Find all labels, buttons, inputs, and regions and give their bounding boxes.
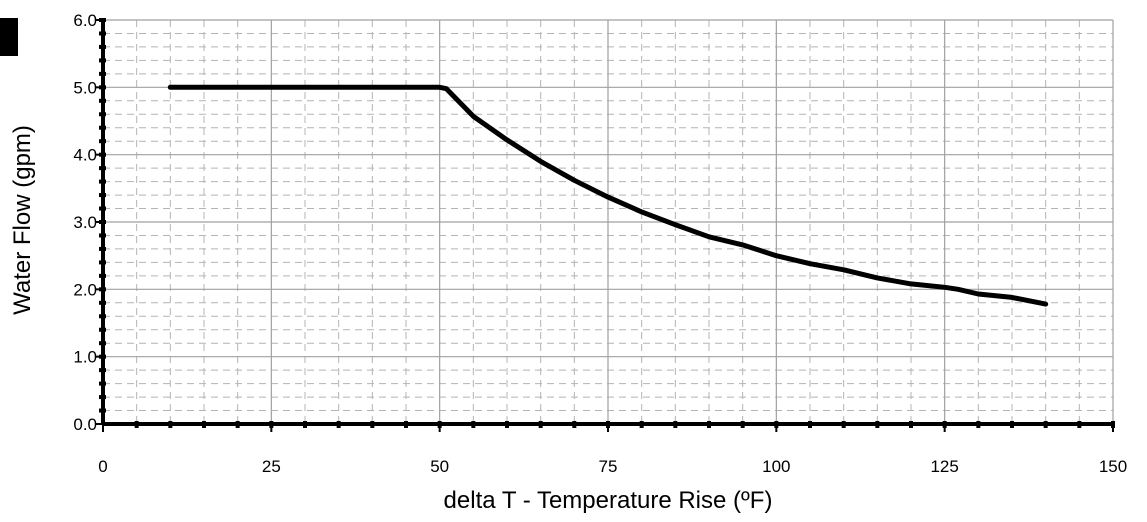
x-minor-tick xyxy=(740,421,745,428)
y-minor-tick xyxy=(99,206,106,211)
y-tick-label: 3.0 xyxy=(73,213,97,232)
x-minor-tick xyxy=(505,421,509,428)
x-minor-tick xyxy=(134,421,139,428)
x-minor-tick xyxy=(538,421,543,428)
y-minor-tick xyxy=(99,71,106,76)
x-minor-tick xyxy=(202,421,206,428)
x-minor-tick xyxy=(909,421,913,428)
y-minor-tick xyxy=(99,58,106,63)
x-tick-label: 0 xyxy=(98,457,107,476)
x-minor-tick xyxy=(841,421,846,428)
x-minor-tick xyxy=(303,421,307,428)
y-minor-tick xyxy=(99,327,106,332)
x-tick-label: 150 xyxy=(1099,457,1127,476)
x-minor-tick xyxy=(976,421,981,428)
y-minor-tick xyxy=(99,112,106,117)
series-layer xyxy=(167,84,1049,307)
y-minor-tick xyxy=(99,98,106,103)
y-minor-tick xyxy=(99,395,106,400)
y-minor-tick xyxy=(99,273,106,278)
y-minor-tick xyxy=(99,314,106,319)
x-minor-tick xyxy=(1077,421,1082,428)
y-minor-tick xyxy=(99,139,106,144)
x-minor-tick xyxy=(404,421,408,428)
y-minor-tick xyxy=(99,233,106,238)
x-tick-label: 125 xyxy=(930,457,958,476)
y-minor-tick xyxy=(99,246,106,251)
x-minor-tick xyxy=(471,421,476,428)
y-tick-label: 4.0 xyxy=(73,146,97,165)
y-minor-tick xyxy=(99,300,106,305)
x-minor-tick xyxy=(875,421,880,428)
series-line xyxy=(167,84,1049,307)
y-minor-tick xyxy=(99,408,106,413)
x-minor-tick xyxy=(1010,421,1014,428)
y-tick-label: 6.0 xyxy=(73,11,97,30)
x-tick-label: 50 xyxy=(430,457,449,476)
x-minor-tick xyxy=(235,421,240,428)
y-minor-tick xyxy=(99,44,106,49)
corner-marker xyxy=(0,18,18,56)
y-tick-label: 1.0 xyxy=(73,348,97,367)
y-minor-tick xyxy=(99,193,106,198)
y-minor-tick xyxy=(99,31,106,36)
x-minor-tick xyxy=(168,421,173,428)
major-grid xyxy=(103,19,1114,424)
x-minor-tick xyxy=(639,421,644,428)
y-tick-label: 2.0 xyxy=(73,280,97,299)
x-minor-tick xyxy=(673,421,678,428)
x-minor-tick xyxy=(370,421,375,428)
x-axis-title: delta T - Temperature Rise (ºF) xyxy=(444,487,773,514)
x-tick-label: 25 xyxy=(262,457,281,476)
y-minor-tick xyxy=(99,368,106,373)
y-minor-tick xyxy=(99,179,106,184)
y-minor-tick xyxy=(99,125,106,130)
tick-labels: 0 25 50 75 100 125 150 0.0 1.0 2.0 3.0 4.0 5.0 6.0 xyxy=(73,11,1127,476)
y-tick-label: 5.0 xyxy=(73,78,97,97)
x-minor-tick xyxy=(707,421,711,428)
y-minor-tick xyxy=(99,260,106,265)
x-minor-tick xyxy=(336,421,341,428)
y-axis-title: Water Flow (gpm) xyxy=(9,125,36,315)
x-minor-tick xyxy=(1043,421,1048,428)
y-tick-label: 0.0 xyxy=(73,415,97,434)
x-tick-label: 100 xyxy=(762,457,790,476)
x-minor-tick xyxy=(572,421,577,428)
x-minor-tick xyxy=(808,421,812,428)
y-minor-tick xyxy=(99,341,106,346)
axes xyxy=(95,18,1115,432)
y-minor-tick xyxy=(99,381,106,386)
y-minor-tick xyxy=(99,166,106,171)
x-tick-label: 75 xyxy=(599,457,618,476)
